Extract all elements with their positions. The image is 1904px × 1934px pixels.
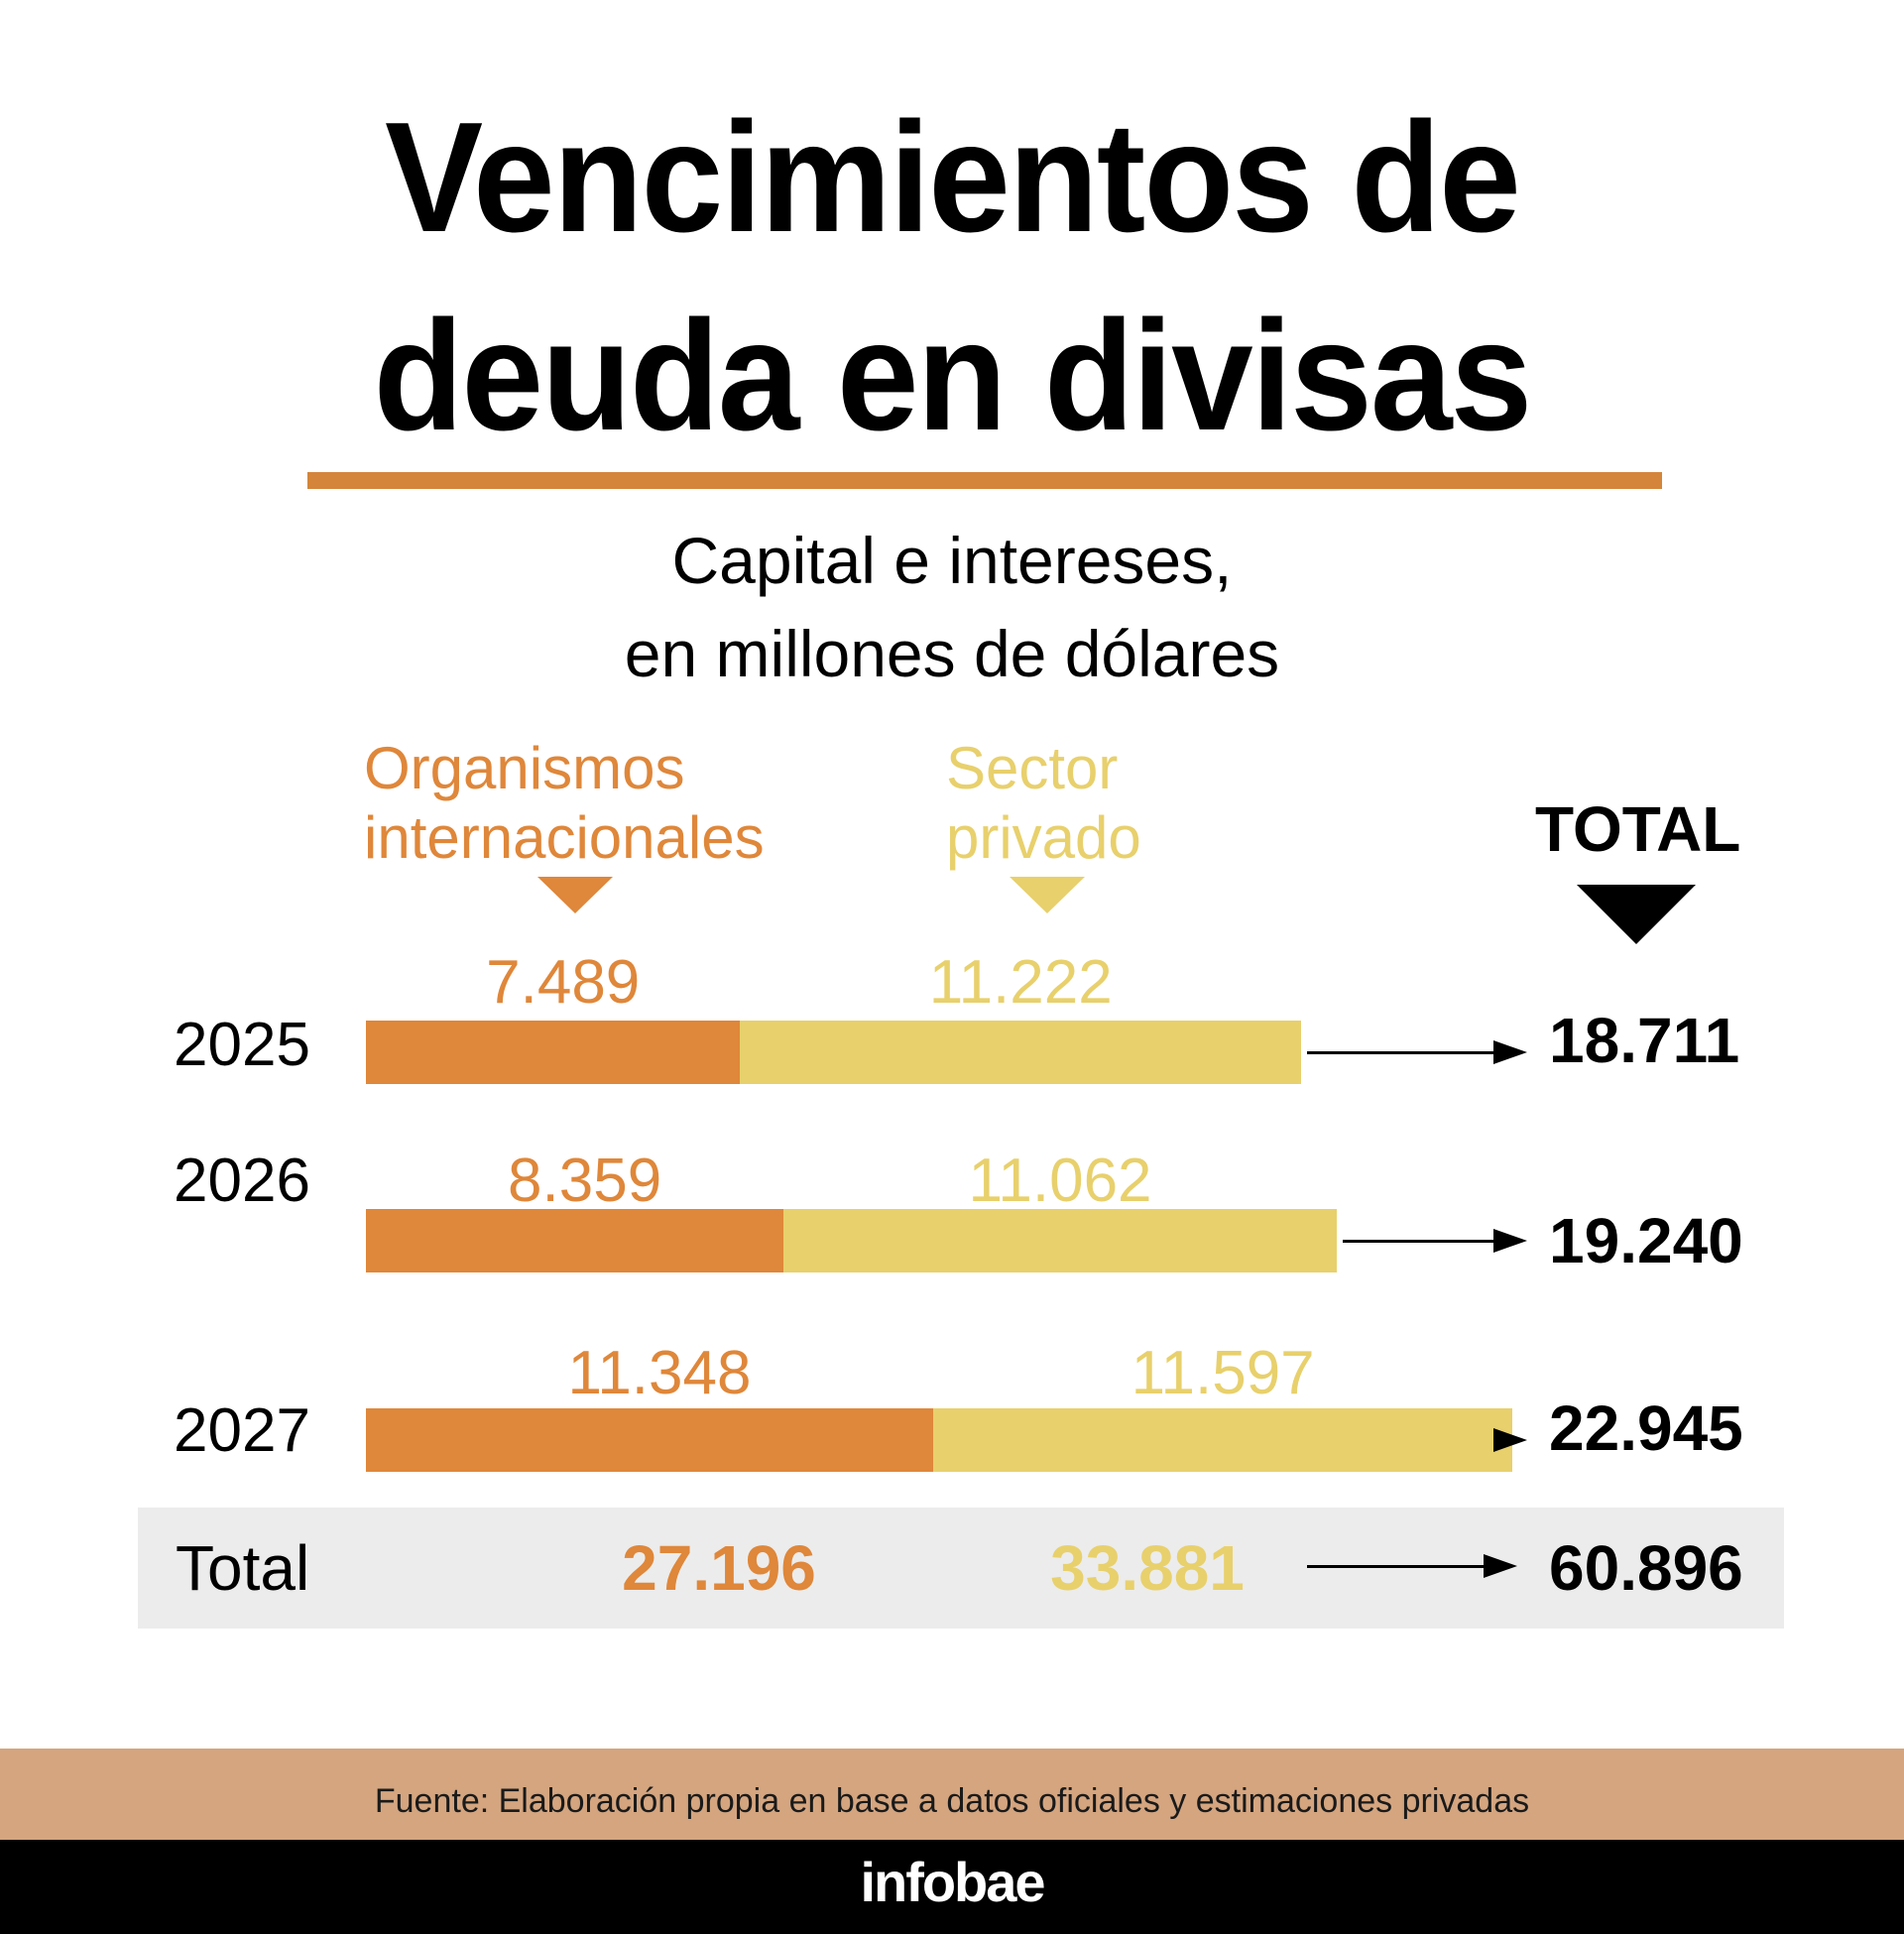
row-total-value: 19.240 xyxy=(1549,1205,1743,1276)
triangle-down-icon-total xyxy=(1577,885,1696,944)
total-arrow-line xyxy=(1342,1240,1493,1243)
legend-organismos-line1: Organismos xyxy=(364,735,685,801)
grand-total-arrow-line xyxy=(1307,1565,1486,1568)
arrow-right-icon xyxy=(1493,1428,1527,1452)
bar-segment-privado xyxy=(783,1209,1337,1272)
legend-organismos: Organismos internacionales xyxy=(364,734,765,873)
title-divider xyxy=(307,472,1662,489)
data-label-organismos: 8.359 xyxy=(508,1147,662,1215)
bar-segment-privado xyxy=(740,1021,1301,1084)
year-label: 2026 xyxy=(174,1147,310,1215)
grand-total-privado: 33.881 xyxy=(1050,1532,1245,1604)
year-label: 2025 xyxy=(174,1011,310,1079)
data-label-privado: 11.222 xyxy=(928,948,1113,1017)
data-label-privado: 11.597 xyxy=(1130,1339,1315,1407)
legend-privado-line2: privado xyxy=(946,804,1141,871)
subtitle-line1: Capital e intereses, xyxy=(671,524,1233,597)
data-label-privado: 11.062 xyxy=(968,1147,1152,1215)
data-label-organismos: 7.489 xyxy=(486,948,641,1017)
year-label: 2027 xyxy=(174,1396,310,1465)
footer-bar xyxy=(0,1840,1904,1934)
legend-privado-line1: Sector xyxy=(946,735,1119,801)
legend-privado: Sector privado xyxy=(946,734,1141,873)
source-note: Fuente: Elaboración propia en base a dat… xyxy=(374,1782,1530,1820)
row-total-value: 18.711 xyxy=(1549,1005,1740,1076)
legend-organismos-line2: internacionales xyxy=(364,804,765,871)
arrow-right-icon xyxy=(1493,1040,1527,1064)
chart-title-line2: deuda en divisas xyxy=(373,289,1533,463)
brand-logo: infobae xyxy=(860,1851,1045,1913)
arrow-right-icon xyxy=(1484,1554,1517,1578)
triangle-down-icon-privado xyxy=(1010,877,1085,913)
total-arrow-line xyxy=(1307,1051,1493,1054)
grand-total-organismos: 27.196 xyxy=(622,1532,816,1604)
triangle-down-icon-organismos xyxy=(537,877,613,913)
bar-segment-organismos xyxy=(366,1021,741,1084)
grand-total-row xyxy=(138,1508,1784,1629)
legend-total: TOTAL xyxy=(1535,793,1741,865)
subtitle-line2: en millones de dólares xyxy=(624,617,1280,690)
chart-title-line1: Vencimientos de xyxy=(385,90,1521,265)
arrow-right-icon xyxy=(1493,1229,1527,1253)
grand-total-label: Total xyxy=(176,1532,310,1604)
source-band xyxy=(0,1749,1904,1840)
grand-total-all: 60.896 xyxy=(1549,1532,1743,1604)
bar-segment-privado xyxy=(932,1408,1513,1472)
row-total-value: 22.945 xyxy=(1549,1392,1743,1464)
data-label-organismos: 11.348 xyxy=(567,1339,752,1407)
bar-segment-organismos xyxy=(366,1408,933,1472)
bar-segment-organismos xyxy=(366,1209,784,1272)
